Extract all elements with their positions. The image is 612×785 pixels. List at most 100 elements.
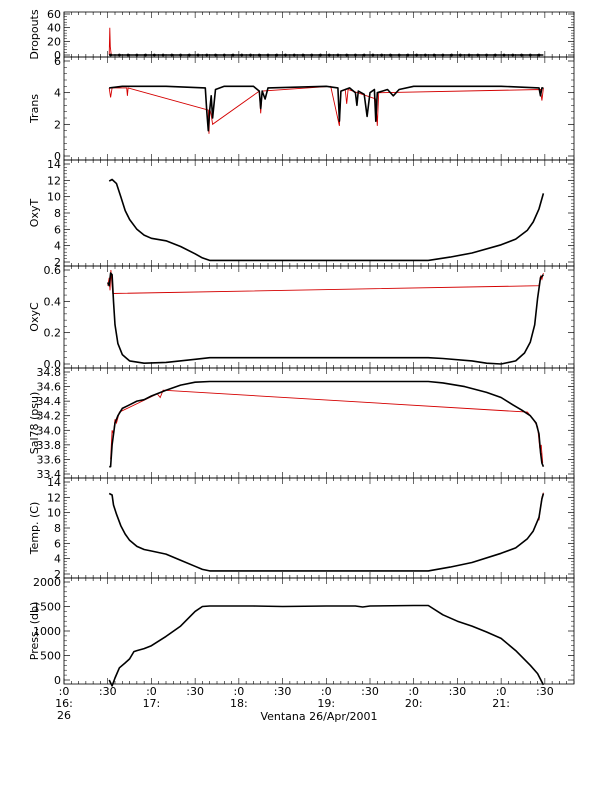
y-tick-label: 34.6	[37, 381, 62, 394]
panel-oxyc: 0.0 0.2 0.4 0.6 OxyC	[28, 264, 575, 371]
x-tick-label: :0	[59, 685, 70, 698]
y-tick-label: 10	[47, 191, 61, 204]
y-tick-label: 1000	[33, 625, 61, 638]
panel-frame	[63, 577, 575, 685]
chart-panels: 0204060Dropouts0246Trans2468101214OxyT0.…	[28, 8, 575, 687]
x-axis-label: Ventana 26/Apr/2001	[260, 710, 377, 723]
data-point	[152, 53, 156, 57]
data-point	[266, 53, 270, 57]
data-point	[319, 53, 322, 57]
panel-frame	[63, 56, 575, 161]
data-point	[187, 53, 191, 57]
y-tick-label: 0	[54, 674, 61, 687]
data-point	[205, 53, 209, 57]
x-tick-hour-label: 18:	[230, 697, 248, 710]
y-tick-label: 34.0	[37, 424, 62, 437]
data-point	[450, 53, 453, 57]
y-tick-label: 4	[54, 87, 61, 100]
x-tick-hour-label: 19:	[317, 697, 335, 710]
panel-trans: 0 2 4 6 Trans	[28, 55, 575, 163]
data-point	[170, 53, 174, 57]
x-tick-label: :30	[99, 685, 117, 698]
panel-press: 0 500 1000 1500 2000 Press. (db)	[28, 576, 575, 687]
data-point	[275, 53, 279, 57]
series-raw-trans	[108, 85, 544, 134]
y-tick-label: 0.2	[44, 327, 62, 340]
y-tick-label: 0.4	[44, 295, 62, 308]
data-point	[354, 53, 357, 57]
y-tick-label: 8	[54, 522, 61, 535]
y-tick-label: 0	[54, 150, 61, 163]
data-point	[336, 53, 340, 57]
series-oxyc	[106, 272, 544, 365]
x-axis: :016:26:30:017::30:018::30:019::30:020::…	[55, 685, 554, 722]
x-tick-label: :30	[361, 685, 379, 698]
y-axis-label: Press. (db)	[28, 602, 41, 661]
y-tick-label: 8	[54, 207, 61, 220]
series-raw-dropouts	[108, 27, 113, 56]
panel-frame	[63, 367, 575, 479]
x-tick-hour-label: 21:	[492, 697, 510, 710]
y-tick-label: 10	[47, 507, 61, 520]
x-tick-label: :30	[536, 685, 554, 698]
panel-frame	[63, 265, 575, 369]
data-point	[528, 53, 532, 57]
series-oxyt	[108, 178, 545, 262]
y-tick-label: 6	[54, 537, 61, 550]
data-point	[380, 53, 384, 57]
data-point	[292, 53, 296, 57]
data-point	[161, 53, 165, 57]
data-point	[126, 53, 130, 57]
y-tick-label: 2	[54, 256, 61, 269]
data-point	[423, 53, 427, 57]
y-tick-label: 4	[54, 240, 61, 253]
data-point	[362, 53, 366, 57]
data-point	[310, 53, 314, 57]
y-tick-label: 33.4	[37, 468, 62, 481]
y-tick-label: 34.8	[37, 366, 62, 379]
y-tick-label: 0.6	[44, 264, 62, 277]
panel-temp: 2 4 6 8 10 12 14 Temp. (C)	[28, 476, 575, 581]
y-tick-label: 34.4	[37, 395, 62, 408]
data-point	[301, 53, 305, 57]
y-tick-label: 40	[47, 22, 61, 35]
data-point	[371, 53, 375, 57]
series-temp	[108, 492, 545, 572]
y-tick-label: 2	[54, 118, 61, 131]
y-tick-label: 0	[54, 49, 61, 62]
data-point	[476, 53, 480, 57]
data-point	[415, 53, 419, 57]
series-raw-oxyc	[107, 269, 544, 294]
y-tick-label: 20	[47, 35, 61, 48]
data-point	[520, 53, 523, 57]
series-sal78	[109, 380, 545, 468]
data-point	[493, 53, 497, 57]
data-point	[117, 53, 121, 57]
y-tick-label: 2000	[33, 576, 61, 589]
y-tick-label: 14	[47, 158, 61, 171]
y-axis-label: Trans	[28, 94, 41, 124]
y-tick-label: 33.8	[37, 439, 62, 452]
y-tick-label: 12	[47, 491, 61, 504]
x-tick-label: :30	[186, 685, 204, 698]
x-tick-hour-label: 16:	[55, 697, 73, 710]
y-tick-label: 1500	[33, 601, 61, 614]
y-axis-label: OxyT	[28, 199, 41, 228]
data-point	[214, 53, 217, 57]
y-axis-label: Dropouts	[28, 9, 41, 59]
x-tick-day-label: 26	[57, 709, 71, 722]
data-point	[109, 53, 113, 57]
y-tick-label: 6	[54, 55, 61, 68]
data-point	[467, 53, 471, 57]
data-point	[196, 53, 200, 57]
x-tick-label: :0	[146, 685, 157, 698]
y-tick-label: 60	[47, 8, 61, 21]
data-point	[144, 53, 148, 57]
panel-frame	[63, 477, 575, 579]
y-axis-label: Temp. (C)	[28, 502, 41, 556]
data-point	[432, 53, 436, 57]
data-point	[249, 53, 252, 57]
x-tick-label: :0	[496, 685, 507, 698]
